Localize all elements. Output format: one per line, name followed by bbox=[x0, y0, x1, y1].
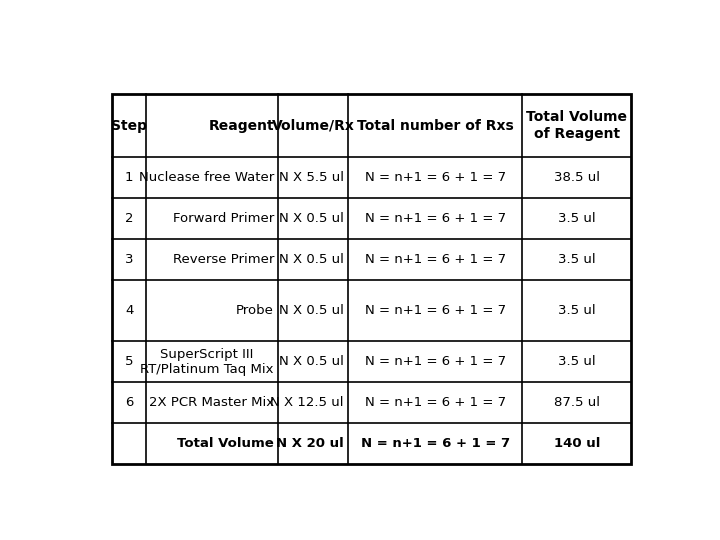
Text: N = n+1 = 6 + 1 = 7: N = n+1 = 6 + 1 = 7 bbox=[365, 212, 506, 225]
Text: 140 ul: 140 ul bbox=[554, 437, 600, 450]
Text: Reagent: Reagent bbox=[208, 119, 274, 133]
Text: Volume/Rx: Volume/Rx bbox=[272, 119, 355, 133]
Text: 38.5 ul: 38.5 ul bbox=[554, 171, 600, 184]
Text: Nuclease free Water: Nuclease free Water bbox=[139, 171, 274, 184]
Text: N X 0.5 ul: N X 0.5 ul bbox=[279, 212, 344, 225]
Text: Total Volume
of Reagent: Total Volume of Reagent bbox=[526, 111, 627, 141]
Text: N X 0.5 ul: N X 0.5 ul bbox=[279, 253, 344, 266]
Text: 2X PCR Master Mix: 2X PCR Master Mix bbox=[149, 396, 274, 409]
Text: 3.5 ul: 3.5 ul bbox=[558, 253, 595, 266]
Text: Total number of Rxs: Total number of Rxs bbox=[357, 119, 514, 133]
Text: N X 5.5 ul: N X 5.5 ul bbox=[279, 171, 344, 184]
Text: Total Volume: Total Volume bbox=[177, 437, 274, 450]
Text: 2: 2 bbox=[125, 212, 133, 225]
Text: N = n+1 = 6 + 1 = 7: N = n+1 = 6 + 1 = 7 bbox=[365, 253, 506, 266]
Text: SuperScript III
RT/Platinum Taq Mix: SuperScript III RT/Platinum Taq Mix bbox=[140, 348, 274, 376]
Text: N = n+1 = 6 + 1 = 7: N = n+1 = 6 + 1 = 7 bbox=[365, 355, 506, 368]
Text: 3.5 ul: 3.5 ul bbox=[558, 304, 595, 317]
Text: 3: 3 bbox=[125, 253, 133, 266]
Text: N = n+1 = 6 + 1 = 7: N = n+1 = 6 + 1 = 7 bbox=[365, 304, 506, 317]
Text: 3.5 ul: 3.5 ul bbox=[558, 355, 595, 368]
Text: 1: 1 bbox=[125, 171, 133, 184]
Text: 5: 5 bbox=[125, 355, 133, 368]
Text: N X 20 ul: N X 20 ul bbox=[276, 437, 344, 450]
Text: 3.5 ul: 3.5 ul bbox=[558, 212, 595, 225]
Text: 87.5 ul: 87.5 ul bbox=[554, 396, 600, 409]
Text: 6: 6 bbox=[125, 396, 133, 409]
Text: N X 0.5 ul: N X 0.5 ul bbox=[279, 355, 344, 368]
Text: N X 0.5 ul: N X 0.5 ul bbox=[279, 304, 344, 317]
Text: 4: 4 bbox=[125, 304, 133, 317]
Text: Step: Step bbox=[111, 119, 147, 133]
Text: N = n+1 = 6 + 1 = 7: N = n+1 = 6 + 1 = 7 bbox=[361, 437, 510, 450]
Text: N = n+1 = 6 + 1 = 7: N = n+1 = 6 + 1 = 7 bbox=[365, 171, 506, 184]
Text: Probe: Probe bbox=[236, 304, 274, 317]
Text: N X 12.5 ul: N X 12.5 ul bbox=[271, 396, 344, 409]
Text: Reverse Primer: Reverse Primer bbox=[173, 253, 274, 266]
Text: Forward Primer: Forward Primer bbox=[173, 212, 274, 225]
Text: N = n+1 = 6 + 1 = 7: N = n+1 = 6 + 1 = 7 bbox=[365, 396, 506, 409]
